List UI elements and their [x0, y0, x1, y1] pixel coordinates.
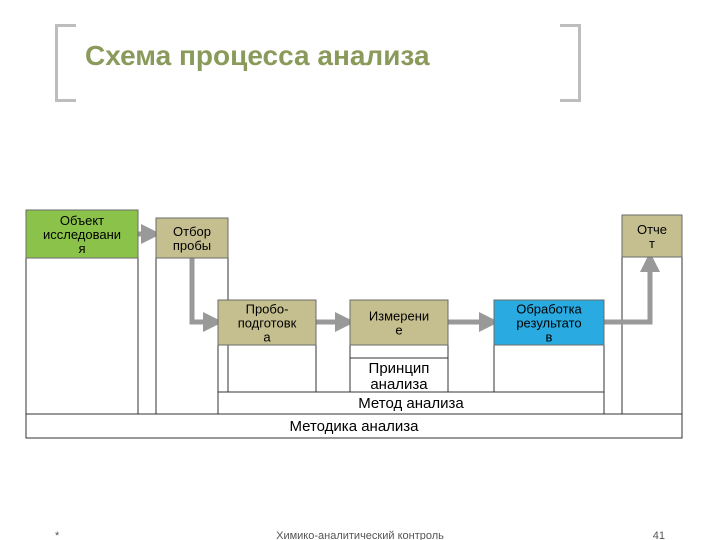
svg-text:результато: результато: [516, 316, 581, 331]
svg-text:в: в: [546, 330, 553, 345]
svg-text:Метод анализа: Метод анализа: [358, 395, 464, 412]
svg-text:Принцип: Принцип: [369, 360, 430, 377]
footer-center: Химико-аналитический контроль Шачек Т.М.…: [0, 530, 720, 540]
svg-text:Пробо-: Пробо-: [246, 302, 289, 317]
svg-text:а: а: [263, 330, 271, 345]
svg-text:Методика анализа: Методика анализа: [289, 418, 419, 435]
process-diagram: Объектисследования Отборпробы Пробо-подгот…: [0, 0, 720, 540]
svg-text:е: е: [395, 323, 402, 338]
svg-text:т: т: [649, 236, 655, 251]
svg-text:подготовк: подготовк: [238, 316, 297, 331]
svg-text:пробы: пробы: [173, 238, 211, 253]
page-number: 41: [653, 530, 665, 540]
svg-text:Измерени: Измерени: [369, 309, 429, 324]
svg-text:исследовани: исследовани: [43, 227, 121, 242]
svg-text:Отче: Отче: [637, 222, 667, 237]
footer-line1: Химико-аналитический контроль: [276, 530, 444, 540]
svg-text:я: я: [78, 241, 85, 256]
svg-text:Объект: Объект: [60, 213, 104, 228]
svg-text:Обработка: Обработка: [516, 302, 582, 317]
svg-text:анализа: анализа: [370, 376, 428, 393]
svg-text:Отбор: Отбор: [173, 224, 211, 239]
